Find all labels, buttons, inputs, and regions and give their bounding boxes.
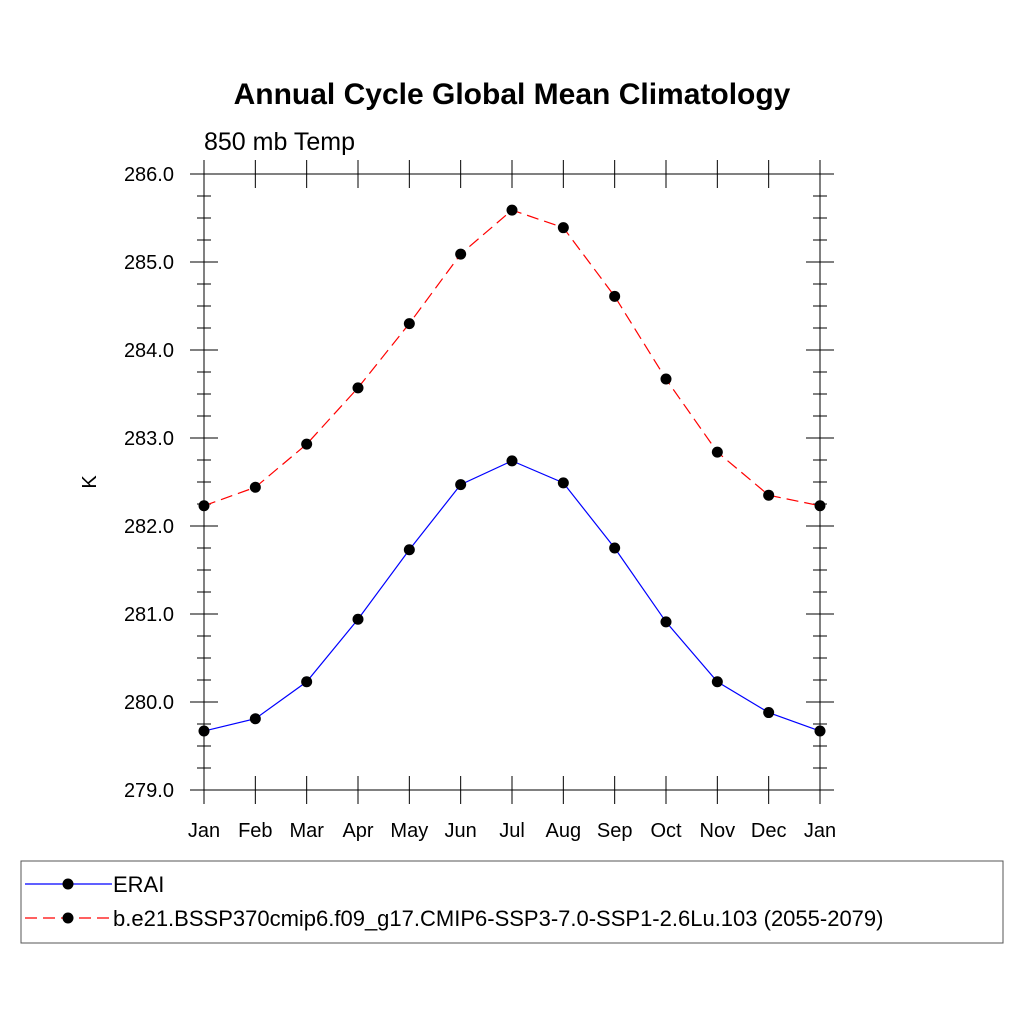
y-tick-label: 281.0 xyxy=(124,604,174,626)
y-tick-label: 284.0 xyxy=(124,340,174,362)
series-2-point xyxy=(557,222,569,234)
x-tick-label: Apr xyxy=(342,820,373,842)
legend-marker-2 xyxy=(62,912,74,924)
series-1-point xyxy=(352,613,364,625)
series-1-point xyxy=(711,676,723,688)
series-1-point xyxy=(403,544,415,556)
series-2-point xyxy=(301,438,313,450)
series-line-1 xyxy=(203,460,821,732)
plot-frame xyxy=(203,173,821,791)
series-2-point xyxy=(506,204,518,216)
chart-title: Annual Cycle Global Mean Climatology xyxy=(234,78,791,111)
series-2-point xyxy=(455,248,467,260)
series-1-point xyxy=(506,455,518,467)
series-layer xyxy=(198,204,826,737)
x-ticks: Jan Feb Mar Apr May Jun Jul Aug Sep Oct Nov Dec Jan xyxy=(188,160,836,842)
x-tick-label: Jul xyxy=(499,820,525,842)
series-2-point xyxy=(352,382,364,394)
x-tick-label: Nov xyxy=(700,820,736,842)
x-tick-label: Sep xyxy=(597,820,633,842)
x-tick-label: Aug xyxy=(546,820,582,842)
legend-label-1: ERAI xyxy=(113,872,164,897)
y-tick-label: 279.0 xyxy=(124,780,174,802)
x-tick-label: Jan xyxy=(188,820,220,842)
x-tick-label: Oct xyxy=(650,820,682,842)
series-1-point xyxy=(301,676,313,688)
y-tick-label: 283.0 xyxy=(124,428,174,450)
y-tick-label: 286.0 xyxy=(124,164,174,186)
y-tick-label: 280.0 xyxy=(124,692,174,714)
y-tick-label: 282.0 xyxy=(124,516,174,538)
series-2-point xyxy=(198,500,210,512)
x-tick-label: Jun xyxy=(445,820,477,842)
series-1-point xyxy=(763,707,775,719)
series-1-point xyxy=(660,616,672,628)
series-2-point xyxy=(403,318,415,330)
legend-label-2: b.e21.BSSP370cmip6.f09_g17.CMIP6-SSP3-7.… xyxy=(113,906,883,931)
x-tick-label: Jan xyxy=(804,820,836,842)
x-tick-label: May xyxy=(390,820,428,842)
series-1-point xyxy=(249,713,261,725)
series-1-point xyxy=(455,479,467,491)
legend: ERAI b.e21.BSSP370cmip6.f09_g17.CMIP6-SSP… xyxy=(20,860,1004,944)
x-tick-label: Dec xyxy=(751,820,787,842)
legend-marker-1 xyxy=(62,878,74,890)
series-1-point xyxy=(198,725,210,737)
series-2-point xyxy=(711,446,723,458)
series-2-point xyxy=(660,373,672,385)
series-1-point xyxy=(814,725,826,737)
x-tick-label: Feb xyxy=(238,820,272,842)
series-1-point xyxy=(557,477,569,489)
chart-subtitle: 850 mb Temp xyxy=(204,128,355,156)
y-tick-label: 285.0 xyxy=(124,252,174,274)
series-1-point xyxy=(609,542,621,554)
series-2-point xyxy=(814,500,826,512)
y-ticks: 279.0 280.0 281.0 282.0 283.0 284.0 285.0 286.0 xyxy=(124,164,834,802)
x-tick-label: Mar xyxy=(289,820,324,842)
series-2-point xyxy=(249,481,261,493)
y-axis-label: K xyxy=(79,475,101,489)
series-2-point xyxy=(763,489,775,501)
series-2-point xyxy=(609,290,621,302)
legend-box xyxy=(20,860,1004,944)
